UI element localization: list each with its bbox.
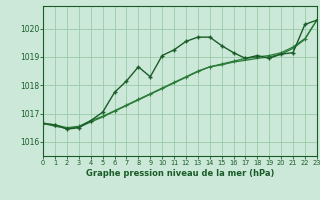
X-axis label: Graphe pression niveau de la mer (hPa): Graphe pression niveau de la mer (hPa) [86, 169, 274, 178]
